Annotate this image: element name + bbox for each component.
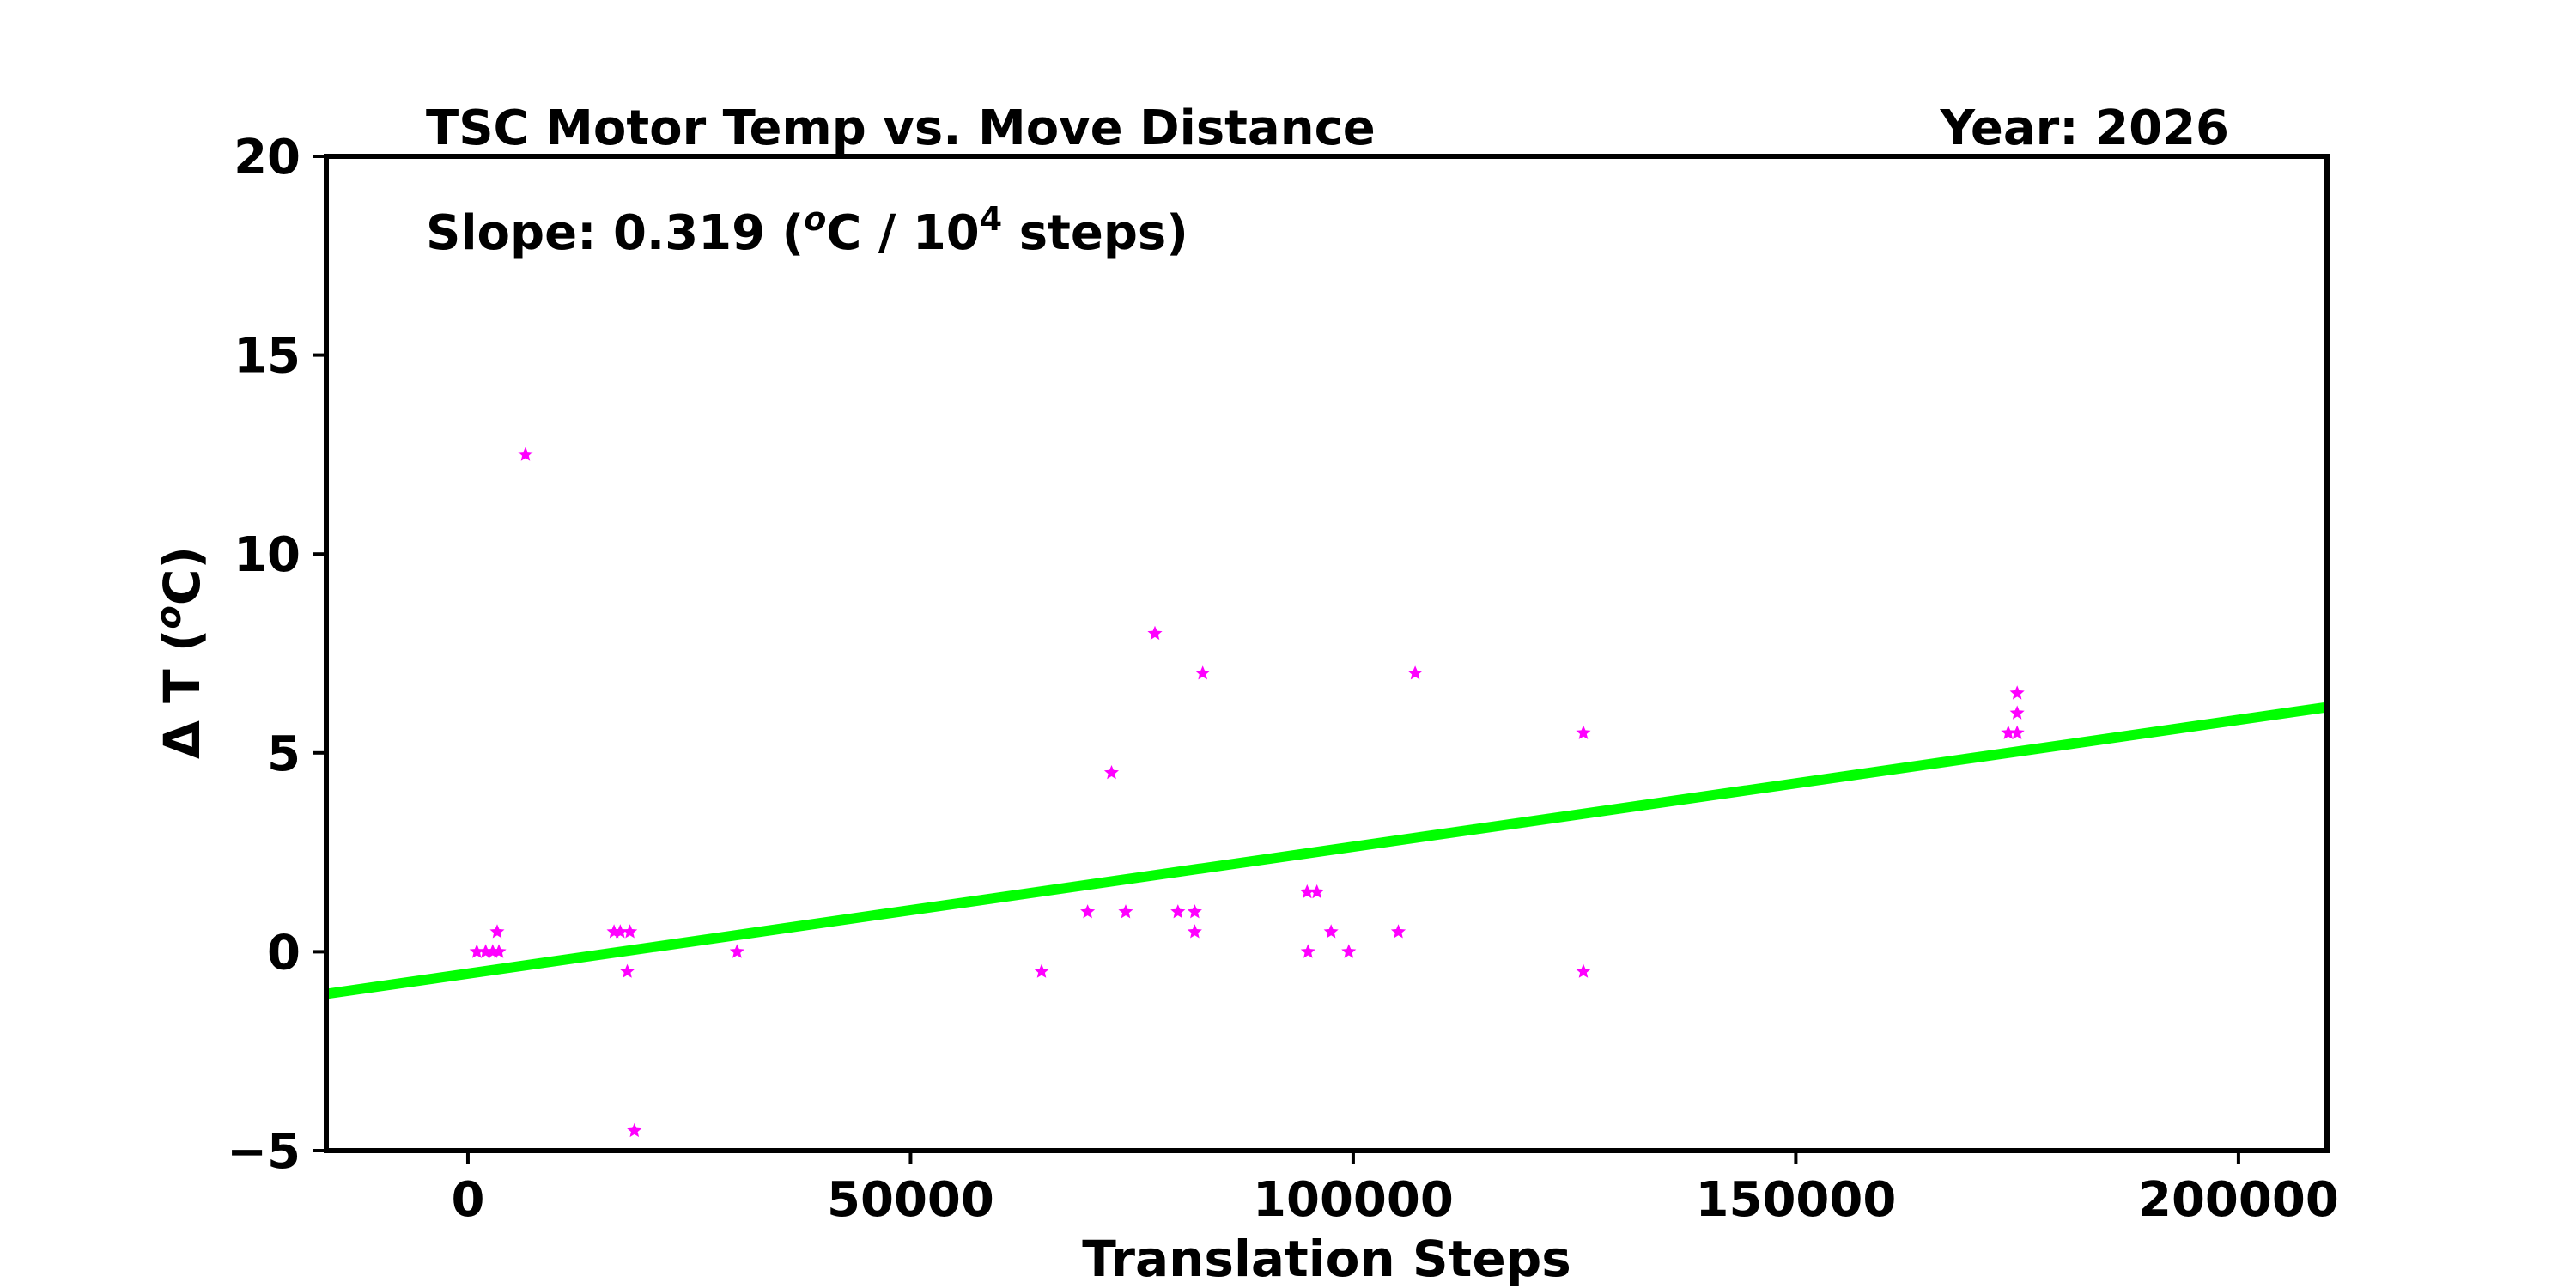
data-point <box>1118 904 1133 919</box>
slope-sup-exp: 4 <box>980 200 1002 238</box>
x-tick-label: 200000 <box>2138 1172 2339 1228</box>
y-label-sup-o: o <box>149 605 189 629</box>
slope-annotation: Slope: 0.319 (oC / 104 steps) <box>426 200 1188 261</box>
data-point <box>469 944 484 958</box>
y-axis-label: Δ T (oC) <box>149 546 211 759</box>
data-point <box>1187 904 1202 919</box>
data-point <box>1390 924 1406 939</box>
data-point <box>491 944 507 958</box>
x-axis-label: Translation Steps <box>1082 1230 1571 1288</box>
y-label-suffix: C) <box>153 546 211 605</box>
data-point <box>1195 665 1211 680</box>
data-point <box>1187 924 1202 939</box>
data-point <box>489 924 505 939</box>
data-point <box>1407 665 1423 680</box>
x-tick-label: 150000 <box>1696 1172 1897 1228</box>
data-point <box>623 924 638 939</box>
y-label-prefix: Δ T ( <box>153 629 211 759</box>
data-point <box>1103 765 1119 780</box>
x-tick-label: 50000 <box>827 1172 994 1228</box>
data-point <box>1576 725 1591 739</box>
data-point <box>1034 963 1049 978</box>
data-point <box>1080 904 1096 919</box>
y-tick-label: −5 <box>227 1124 301 1180</box>
fit-line-layer <box>326 702 2327 999</box>
slope-middle: C / 10 <box>826 205 979 261</box>
y-tick-label: 10 <box>234 527 301 583</box>
slope-prefix: Slope: 0.319 ( <box>426 205 804 261</box>
axes-layer: 0 50000 100000 150000 200000 −5 0 5 10 15 20 <box>227 130 2339 1228</box>
data-point <box>2009 725 2025 739</box>
data-point <box>1299 884 1315 899</box>
slope-suffix: steps) <box>1002 205 1188 261</box>
x-tick-label: 0 <box>451 1172 484 1228</box>
data-point <box>729 944 744 958</box>
data-point <box>1300 944 1315 958</box>
year-label: Year: 2026 <box>1939 100 2229 156</box>
data-point <box>1309 884 1325 899</box>
y-tick-label: 0 <box>267 925 301 981</box>
plot-frame <box>324 154 2330 1153</box>
points-layer <box>469 447 2025 1138</box>
fit-line <box>326 702 2327 999</box>
data-point <box>2001 725 2016 739</box>
y-tick-label: 5 <box>267 726 301 782</box>
data-point <box>620 963 635 978</box>
data-point <box>1341 944 1357 958</box>
data-point <box>1576 963 1591 978</box>
data-point <box>612 924 628 939</box>
y-tick-label: 20 <box>234 130 301 185</box>
chart-title: TSC Motor Temp vs. Move Distance <box>426 100 1376 156</box>
data-point <box>1323 924 1339 939</box>
data-point <box>518 447 533 461</box>
data-point <box>627 1122 642 1138</box>
x-tick-label: 100000 <box>1253 1172 1454 1228</box>
slope-sup-o: o <box>804 200 826 238</box>
data-point <box>1170 904 1186 919</box>
data-point <box>2009 685 2025 700</box>
data-point <box>1147 625 1163 641</box>
y-tick-label: 15 <box>234 329 301 385</box>
data-point <box>2009 705 2025 720</box>
